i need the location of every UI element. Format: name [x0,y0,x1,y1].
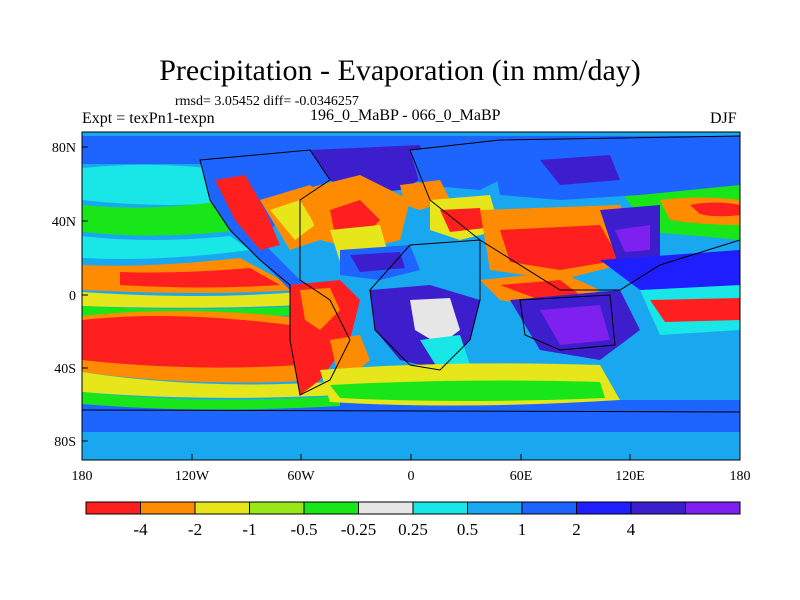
colorbar-box [630,501,686,515]
colorbar-label: 0.25 [398,520,428,539]
colorbar-box [358,501,414,515]
colorbar-label: -1 [242,520,256,539]
lon-tick-label: 60W [287,469,315,484]
colorbar-label: 0.5 [457,520,478,539]
colorbar-label: 2 [572,520,581,539]
colorbar-box [576,501,632,515]
pe-field [82,132,740,460]
colorbar-box [140,501,196,515]
colorbar-box [412,501,468,515]
lat-tick-label: 40N [52,215,76,230]
colorbar-label: 4 [627,520,636,539]
colorbar-label: 1 [518,520,527,539]
lon-tick-label: 0 [408,469,415,484]
lon-axis: 180 120W 60W 0 60E 120E 180 [72,454,751,484]
lon-tick-label: 180 [72,469,93,484]
continent-outlines [82,135,740,413]
period-label: 196_0_MaBP - 066_0_MaBP [310,107,501,124]
colorbar-label: -0.25 [341,520,376,539]
colorbar-box [194,501,250,515]
lon-tick-label: 120E [615,469,645,484]
season-label: DJF [710,110,737,127]
colorbar: -4 -2 -1 -0.5 -0.25 0.25 0.5 1 2 4 [85,501,741,539]
lat-tick-label: 80S [54,435,76,450]
lat-tick-label: 0 [69,289,76,304]
lat-tick-label: 80N [52,141,76,156]
colorbar-box [521,501,577,515]
lat-tick-label: 40S [54,362,76,377]
experiment-label: Expt = texPn1-texpn [82,110,215,127]
lon-tick-label: 180 [730,469,751,484]
colorbar-box [85,501,141,515]
colorbar-box [303,501,359,515]
colorbar-label: -4 [133,520,148,539]
colorbar-box [467,501,523,515]
lon-tick-label: 120W [175,469,210,484]
colorbar-box [685,501,741,515]
stats-text: rmsd= 3.05452 diff= -0.0346257 [175,94,359,109]
colorbar-label: -0.5 [291,520,318,539]
colorbar-box [249,501,305,515]
map-title: Precipitation - Evaporation (in mm/day) [159,54,641,87]
lat-axis: 80N 40N 0 40S 80S [52,141,88,450]
lon-tick-label: 60E [510,469,533,484]
colorbar-label: -2 [188,520,202,539]
